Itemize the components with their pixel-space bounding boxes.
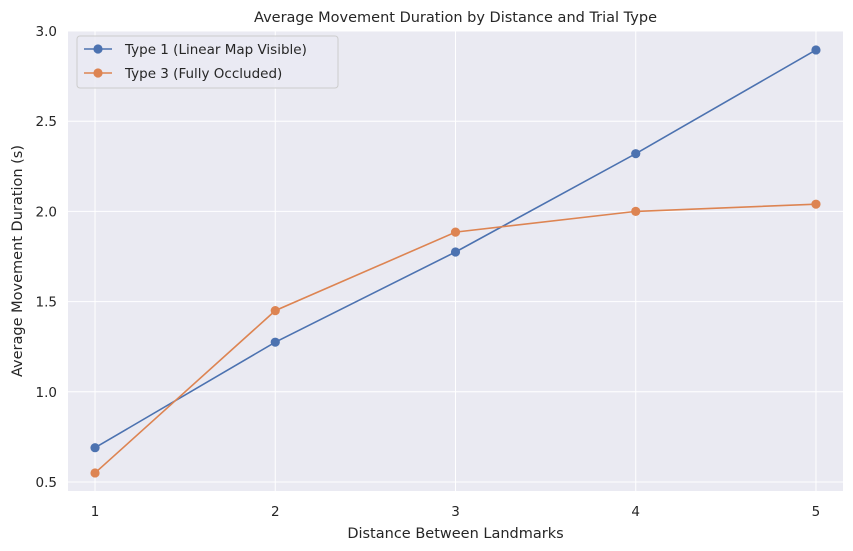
data-point [270, 337, 280, 347]
legend-item: Type 3 (Fully Occluded) [84, 66, 282, 82]
data-point [450, 227, 461, 237]
x-tick-label: 3 [451, 504, 460, 520]
legend-label: Type 3 (Fully Occluded) [124, 66, 282, 82]
series-2 [90, 199, 821, 478]
y-tick-label: 2.0 [36, 204, 57, 220]
data-point [811, 199, 821, 209]
x-tick-label: 5 [812, 504, 821, 520]
legend: Type 1 (Linear Map Visible) Type 3 (Fully… [76, 35, 339, 89]
y-axis-ticks: 0.5 1.0 1.5 2.0 2.5 3.0 [36, 24, 57, 491]
chart-title: Average Movement Duration by Distance an… [254, 10, 657, 26]
data-point [90, 468, 100, 478]
y-tick-label: 2.5 [36, 114, 57, 130]
x-axis-label: Distance Between Landmarks [347, 526, 563, 542]
series-1 [90, 45, 821, 453]
series-layer [90, 45, 821, 478]
x-tick-label: 1 [91, 504, 100, 520]
data-point [631, 149, 641, 159]
y-tick-label: 3.0 [36, 24, 57, 40]
data-point [811, 45, 821, 55]
data-point [631, 206, 641, 216]
x-tick-label: 2 [271, 504, 280, 520]
legend-item: Type 1 (Linear Map Visible) [84, 42, 307, 58]
legend-marker [93, 44, 103, 54]
x-axis-ticks: 1 2 3 4 5 [91, 504, 821, 520]
data-point [270, 306, 280, 316]
y-tick-label: 1.0 [36, 385, 57, 401]
legend-box [76, 35, 339, 89]
data-point [90, 443, 100, 453]
grid-lines [68, 30, 843, 491]
data-point [450, 247, 461, 257]
y-axis-label: Average Movement Duration (s) [10, 145, 26, 377]
legend-label: Type 1 (Linear Map Visible) [124, 42, 307, 58]
legend-marker [93, 68, 103, 78]
y-tick-label: 1.5 [36, 295, 57, 311]
y-tick-label: 0.5 [36, 475, 57, 491]
x-tick-label: 4 [631, 504, 640, 520]
